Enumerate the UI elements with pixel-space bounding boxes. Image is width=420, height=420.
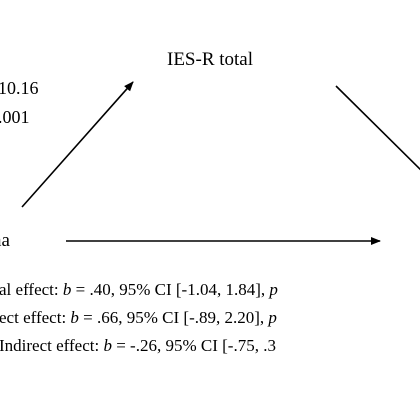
effect-values: = .40, 95% CI [-1.04, 1.84],	[71, 280, 270, 299]
direct-effect-line: ect effect: b = .66, 95% CI [-.89, 2.20]…	[0, 309, 277, 326]
mediator-node-label: IES-R total	[167, 49, 254, 70]
arrow-predictor-to-mediator	[21, 81, 134, 208]
effect-prefix: ect effect:	[0, 308, 71, 327]
b-symbol: b	[103, 336, 112, 355]
p-symbol: p	[269, 280, 278, 299]
effect-prefix: al effect:	[0, 280, 63, 299]
path-a-coefficient: 10.16	[0, 78, 39, 98]
b-symbol: b	[70, 308, 79, 327]
p-symbol: p	[268, 308, 277, 327]
effect-values: = -.26, 95% CI [-.75, .3	[111, 336, 276, 355]
indirect-effect-line: Indirect effect: b = -.26, 95% CI [-.75,…	[0, 337, 276, 354]
total-effect-line: al effect: b = .40, 95% CI [-1.04, 1.84]…	[0, 281, 278, 298]
effect-prefix: Indirect effect:	[0, 336, 104, 355]
arrow-mediator-to-outcome	[335, 85, 420, 171]
b-symbol: b	[62, 280, 72, 299]
effect-values: = .66, 95% CI [-.89, 2.20],	[78, 308, 269, 327]
predictor-node-label: na	[0, 230, 10, 251]
path-a-p-value: .001	[0, 107, 30, 127]
